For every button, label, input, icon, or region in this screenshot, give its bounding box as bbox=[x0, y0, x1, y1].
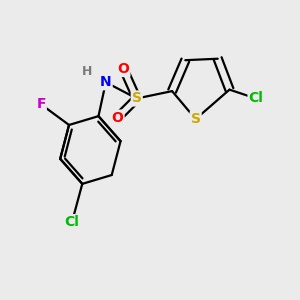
Text: O: O bbox=[112, 111, 124, 124]
Text: N: N bbox=[100, 75, 112, 89]
Text: Cl: Cl bbox=[64, 215, 80, 229]
Text: F: F bbox=[36, 98, 46, 111]
Text: H: H bbox=[82, 65, 92, 79]
Text: Cl: Cl bbox=[249, 92, 263, 106]
Text: O: O bbox=[118, 62, 129, 76]
Text: S: S bbox=[132, 92, 142, 106]
Text: S: S bbox=[190, 112, 201, 126]
